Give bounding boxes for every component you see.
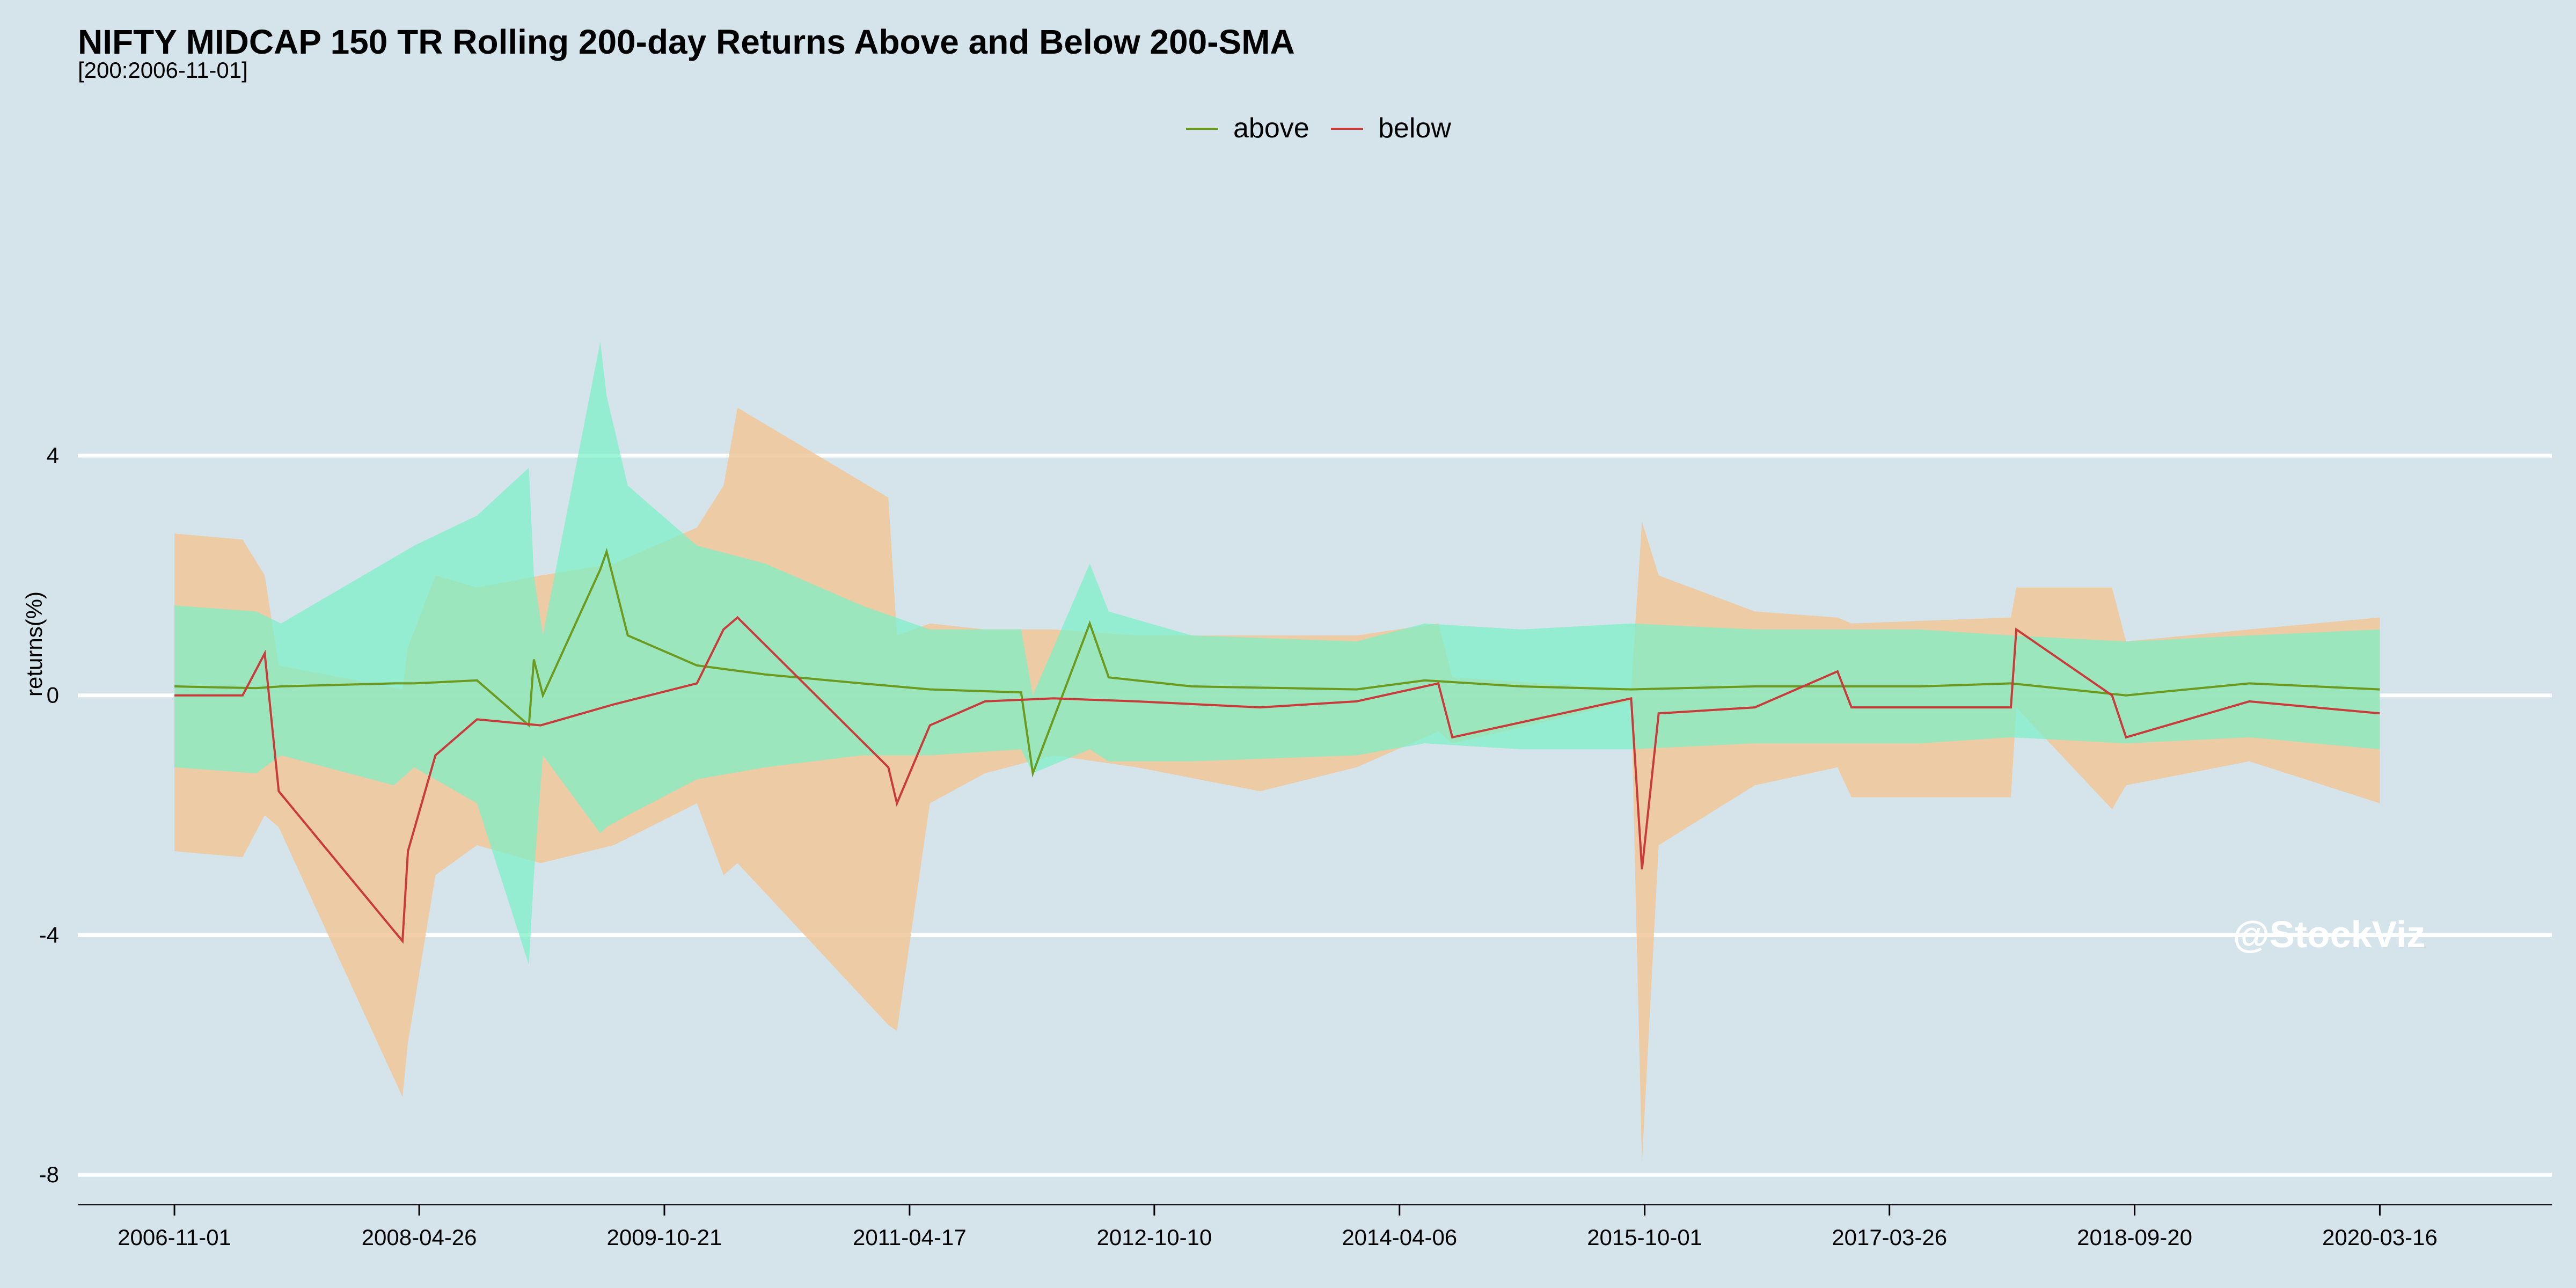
x-tick-label: 2014-04-06 (1342, 1225, 1457, 1250)
y-tick-label: -4 (39, 922, 59, 947)
chart-subtitle: [200:2006-11-01] (78, 57, 248, 83)
series-lines (174, 547, 2380, 944)
y-tick-label: 0 (47, 683, 59, 708)
legend-label-below: below (1378, 113, 1451, 144)
x-tick-label: 2012-10-10 (1096, 1225, 1212, 1250)
y-axis-label: returns(%) (21, 591, 47, 697)
x-tick-label: 2006-11-01 (118, 1225, 231, 1250)
x-tick-label: 2011-04-17 (853, 1225, 967, 1250)
chart-title: NIFTY MIDCAP 150 TR Rolling 200-day Retu… (78, 23, 1295, 61)
x-tick-label: 2018-09-20 (2077, 1225, 2192, 1250)
series-line-below (174, 616, 2380, 944)
x-tick-label: 2020-03-16 (2322, 1225, 2438, 1250)
legend: above below (1186, 113, 1451, 144)
x-tick-label: 2015-10-01 (1587, 1225, 1702, 1250)
x-axis-ticks: 2006-11-01 2008-04-26 2009-10-21 2011-04-17… (118, 1205, 2438, 1250)
y-tick-label: -8 (39, 1162, 59, 1187)
band-above (174, 341, 2380, 965)
series-line-above (174, 547, 2380, 778)
x-tick-label: 2008-04-26 (362, 1225, 477, 1250)
bands (174, 341, 2380, 1163)
x-tick-label: 2009-10-21 (607, 1225, 722, 1250)
y-tick-label: 4 (47, 443, 59, 468)
y-axis-ticks: 4 0 -4 -8 (39, 443, 59, 1187)
legend-label-above: above (1233, 113, 1309, 144)
x-tick-label: 2017-03-26 (1832, 1225, 1947, 1250)
watermark: @StockViz (2233, 913, 2426, 955)
